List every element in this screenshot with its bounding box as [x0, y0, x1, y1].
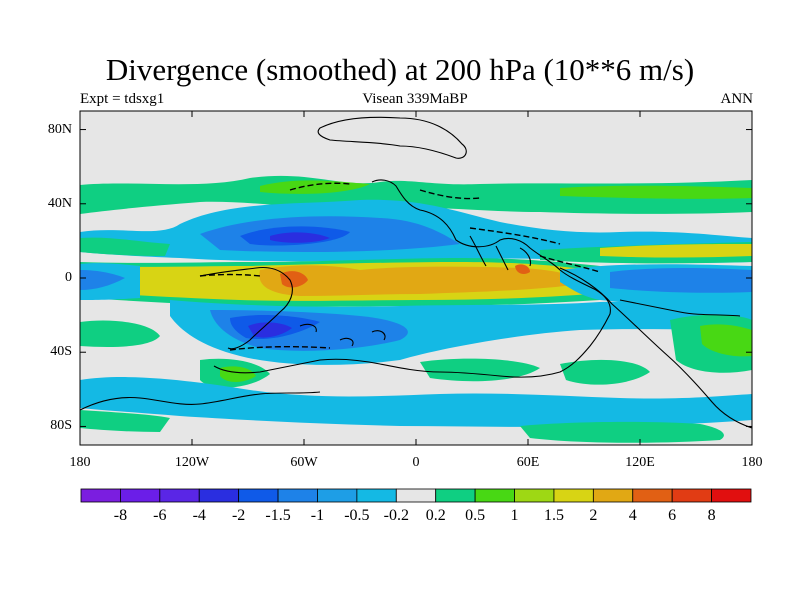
colorbar-label: -0.5 [344, 507, 370, 524]
equatorial-divergence-max-east [515, 264, 530, 274]
lat-label: 0 [65, 270, 72, 285]
colorbar-label: 1 [510, 507, 519, 524]
colorbar-label: -4 [192, 507, 206, 524]
colorbar-box [474, 488, 515, 503]
colorbar-label: 0.2 [425, 507, 446, 524]
colorbar-box [356, 488, 397, 503]
subtropical-divergence-yellow [600, 244, 752, 258]
colorbar-label: 4 [628, 507, 637, 524]
north-divergence-core [260, 180, 752, 199]
colorbar-label: -8 [113, 507, 128, 524]
colorbar-label: 6 [668, 507, 677, 524]
coastlines [80, 116, 752, 429]
lat-label: 80N [47, 121, 72, 137]
north-convergence-core [270, 232, 330, 243]
colorbar-label: -0.2 [383, 507, 409, 524]
colorbar-box [553, 488, 594, 503]
colorbar-box [120, 488, 161, 503]
eastern-arc-coast [559, 267, 752, 429]
western-continent-coast [199, 266, 293, 350]
colorbar-box [592, 488, 634, 503]
subtropical-divergence-band [80, 237, 752, 264]
colorbar-label: 1.5 [543, 507, 564, 524]
colorbar-box [395, 488, 437, 503]
north-continent-coast [213, 179, 611, 378]
lat-label: 80S [50, 418, 72, 434]
lat-label: 40S [50, 344, 72, 360]
experiment-label: Expt = tdsxg1 [80, 91, 165, 107]
lon-label: 0 [412, 455, 420, 470]
lon-label: 120W [174, 455, 210, 470]
lon-label: 120E [625, 455, 655, 470]
colorbar-box [317, 488, 358, 503]
equatorial-divergence-orange [259, 265, 580, 296]
colorbar-label: -1 [310, 507, 325, 524]
colorbar-label: -6 [153, 507, 167, 524]
colorbar-label: 2 [589, 507, 598, 524]
colorbar-label: 8 [707, 507, 716, 524]
central-island-arcs [299, 235, 532, 347]
colorbar-box [159, 488, 200, 503]
southern-coast [80, 391, 321, 411]
south-dashed-shelf [199, 273, 331, 351]
lon-label: 180 [741, 455, 763, 470]
colorbar-label: -2 [231, 507, 246, 524]
north-divergence-band [80, 175, 752, 214]
colorbar-box [711, 488, 752, 503]
lat-label: 40N [47, 195, 72, 211]
south-high-latitude-divergence [80, 410, 724, 443]
south-high-latitude-convergence [80, 377, 752, 427]
colorbar-box [514, 488, 555, 503]
southeast-coast [619, 299, 741, 317]
season-label: ANN [720, 91, 754, 107]
colorbar-box [238, 488, 279, 503]
axis-ticks [79, 111, 753, 445]
colorbar-label: 0.5 [465, 507, 486, 524]
colorbar-label: -1.5 [265, 507, 291, 524]
south-subtropical-convergence-core [248, 322, 292, 338]
equatorial-dashed-shelf [469, 227, 601, 273]
colorbar-box [277, 488, 318, 503]
lon-label: 60W [290, 455, 318, 470]
divergence-field [80, 111, 752, 445]
colorbar-box [80, 488, 121, 503]
map-title: Divergence (smoothed) at 200 hPa (10**6 … [105, 52, 695, 87]
colorbar-box [198, 488, 240, 503]
south-tropical-convergence-strong [80, 268, 752, 293]
south-tropical-convergence-band [80, 263, 752, 303]
colorbar [80, 488, 752, 503]
colorbar-box [632, 488, 673, 503]
north-dashed-shelf [289, 182, 481, 200]
colorbar-box [671, 488, 712, 503]
north-polar-coast [317, 116, 467, 159]
period-label: Visean 339MaBP [362, 91, 468, 107]
dashed-boundaries [199, 182, 601, 351]
lon-label: 60E [516, 455, 540, 470]
lon-label: 180 [69, 455, 91, 470]
equatorial-divergence-max-west [280, 271, 308, 288]
colorbar-box [435, 488, 476, 503]
